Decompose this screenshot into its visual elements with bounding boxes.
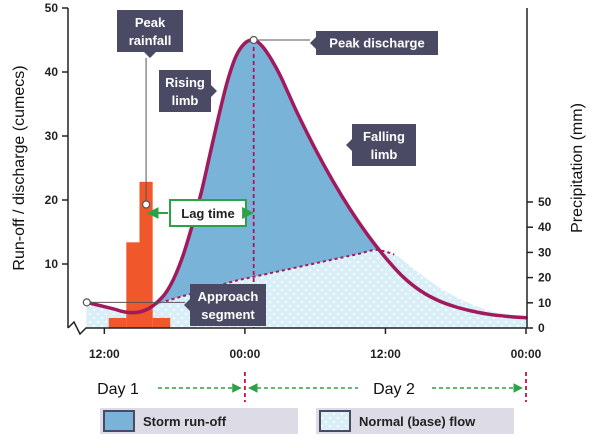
annotation-rising-limb-box bbox=[159, 70, 217, 112]
y-tick-label-50: 50 bbox=[45, 1, 59, 15]
annotation-approach-segment: Approach segment bbox=[184, 284, 266, 326]
precipitation-bar-4 bbox=[152, 317, 171, 328]
precipitation-bar-2 bbox=[126, 242, 140, 328]
legend: Storm run-off Normal (base) flow bbox=[100, 408, 514, 434]
annotation-lag-time: Lag time bbox=[146, 199, 255, 227]
annotation-peak-rainfall-text-2: rainfall bbox=[129, 33, 172, 48]
annotation-approach-segment-box bbox=[184, 284, 266, 326]
y-tick-label-20: 20 bbox=[45, 193, 59, 207]
x-tick-label-2: 12:00 bbox=[370, 347, 401, 361]
legend-base-swatch bbox=[319, 410, 351, 432]
annotation-falling-limb-text-1: Falling bbox=[363, 129, 405, 144]
annotation-approach-segment-text-2: segment bbox=[201, 307, 255, 322]
lag-time-text: Lag time bbox=[181, 206, 234, 221]
annotation-falling-limb-box bbox=[346, 124, 416, 166]
precipitation-bar-1 bbox=[108, 317, 127, 328]
annotation-peak-discharge-text-1: Peak discharge bbox=[329, 36, 424, 51]
y2-tick-label-20: 20 bbox=[538, 271, 552, 285]
annotation-rising-limb-text-1: Rising bbox=[165, 75, 205, 90]
y-tick-label-10: 10 bbox=[45, 257, 59, 271]
day-1-label: Day 1 bbox=[97, 381, 139, 398]
peak-rainfall-marker bbox=[141, 200, 151, 209]
y-tick-label-30: 30 bbox=[45, 129, 59, 143]
peak-discharge-marker bbox=[249, 35, 258, 45]
annotation-approach-segment-text-1: Approach bbox=[198, 289, 259, 304]
x-tick-label-1: 00:00 bbox=[230, 347, 261, 361]
annotation-falling-limb-text-2: limb bbox=[371, 147, 398, 162]
annotation-peak-discharge-box bbox=[310, 31, 438, 55]
x-tick-label-3: 00:00 bbox=[511, 347, 542, 361]
annotation-peak-discharge: Peak discharge bbox=[310, 31, 438, 55]
y2-tick-label-30: 30 bbox=[538, 245, 552, 259]
legend-storm-label: Storm run-off bbox=[143, 414, 227, 429]
legend-storm-swatch bbox=[103, 410, 135, 432]
annotation-peak-rainfall-box bbox=[117, 10, 183, 58]
y2-axis-title: Precipitation (mm) bbox=[569, 103, 586, 233]
y2-tick-label-0: 0 bbox=[538, 321, 545, 335]
y2-tick-label-10: 10 bbox=[538, 296, 552, 310]
y-axis-title: Run-off / discharge (cumecs) bbox=[11, 65, 28, 270]
y2-tick-label-40: 40 bbox=[538, 220, 552, 234]
annotation-peak-rainfall: Peak rainfall bbox=[117, 10, 183, 58]
annotation-rising-limb: Rising limb bbox=[159, 70, 217, 112]
annotation-peak-rainfall-text-1: Peak bbox=[135, 15, 166, 30]
day-2-label: Day 2 bbox=[373, 381, 415, 398]
annotation-falling-limb: Falling limb bbox=[346, 124, 416, 166]
y2-tick-label-50: 50 bbox=[538, 195, 552, 209]
annotation-rising-limb-text-2: limb bbox=[172, 93, 199, 108]
y-tick-label-40: 40 bbox=[45, 65, 59, 79]
approach-segment-marker bbox=[82, 298, 91, 307]
x-axis-line bbox=[67, 320, 527, 336]
x-tick-label-0: 12:00 bbox=[89, 347, 120, 361]
legend-base-label: Normal (base) flow bbox=[359, 414, 476, 429]
storm-runoff-area bbox=[86, 39, 526, 329]
discharge-curve bbox=[85, 38, 528, 320]
